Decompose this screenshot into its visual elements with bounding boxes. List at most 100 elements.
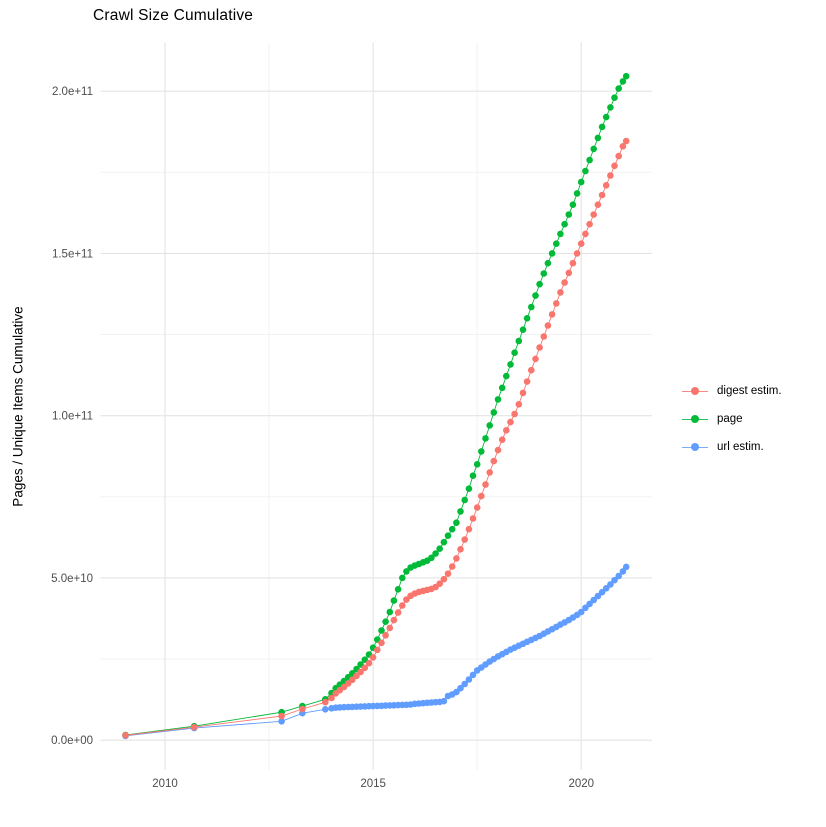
data-point (586, 156, 593, 164)
data-point (611, 162, 618, 170)
data-point (615, 85, 622, 92)
data-point (482, 435, 489, 442)
data-point (548, 250, 556, 257)
data-point (469, 671, 477, 679)
data-point (602, 182, 610, 189)
data-point (469, 472, 477, 480)
data-point (457, 546, 464, 553)
data-point (436, 545, 444, 552)
legend-label-page: page (717, 413, 743, 425)
data-point (486, 422, 494, 429)
data-point (399, 574, 406, 582)
data-point (602, 113, 610, 121)
data-point (382, 632, 389, 639)
data-point (532, 292, 539, 299)
data-point (498, 436, 506, 444)
data-point (461, 496, 469, 504)
data-point (544, 259, 552, 267)
legend-dot-icon (691, 387, 699, 395)
data-point (523, 378, 531, 385)
data-point (557, 230, 564, 238)
data-point (615, 572, 622, 580)
legend-key-url-icon (682, 441, 708, 453)
data-point (299, 705, 306, 713)
data-point (399, 602, 406, 609)
data-point (453, 688, 460, 696)
data-point (507, 418, 514, 426)
data-point (478, 492, 485, 500)
data-point (322, 706, 329, 713)
data-point (378, 639, 385, 647)
gridlines-minor (100, 42, 652, 770)
data-point (565, 269, 573, 277)
data-point (557, 289, 564, 296)
data-point (602, 585, 610, 592)
data-point (553, 240, 560, 247)
data-point (386, 624, 394, 632)
data-point (590, 211, 597, 218)
data-point (278, 718, 285, 725)
data-point (607, 581, 614, 588)
data-point (122, 732, 129, 739)
data-point (498, 384, 506, 392)
data-point (528, 366, 535, 374)
data-point (374, 646, 381, 654)
data-point (436, 580, 444, 587)
data-point (590, 145, 597, 153)
data-point (511, 349, 518, 357)
data-point (353, 672, 360, 680)
data-point (577, 240, 585, 247)
y-tick-label: 2.0e+11 (52, 86, 93, 98)
data-point (577, 608, 585, 616)
legend: digest estim. page url estim. (682, 377, 782, 461)
data-point (611, 94, 618, 101)
data-point (322, 698, 329, 706)
data-point (615, 152, 622, 160)
data-point (544, 322, 552, 329)
data-point (357, 668, 364, 676)
data-point (453, 555, 460, 562)
data-point (349, 676, 356, 684)
data-point (473, 504, 481, 511)
data-point (561, 220, 568, 228)
x-axis-tick-labels: 2010 2015 2020 (152, 778, 594, 790)
data-point (278, 712, 285, 720)
data-point (519, 326, 527, 334)
data-point (573, 190, 581, 197)
data-point (503, 372, 510, 380)
data-point (448, 525, 456, 533)
data-point (607, 172, 614, 179)
data-point (511, 410, 518, 418)
data-point (365, 659, 373, 667)
data-point (507, 361, 514, 368)
data-point (369, 654, 377, 661)
series-line (125, 75, 627, 736)
series-digest-estim (122, 137, 630, 739)
data-point (619, 78, 627, 85)
data-point (569, 201, 577, 208)
legend-label-url-estim: url estim. (717, 441, 764, 453)
data-point (622, 137, 630, 145)
legend-label-digest-estim: digest estim. (717, 385, 782, 397)
data-point (453, 519, 460, 526)
data-point (390, 597, 398, 604)
data-point (598, 123, 606, 131)
data-point (482, 481, 489, 488)
data-point (457, 508, 464, 515)
data-point (444, 570, 452, 577)
data-point (465, 485, 473, 493)
data-point (586, 600, 593, 608)
y-tick-label: 1.5e+11 (52, 248, 93, 260)
y-axis-tick-labels: 0.0e+00 5.0e+10 1.0e+11 1.5e+11 2.0e+11 (51, 86, 93, 747)
data-point (444, 532, 452, 539)
series-page (122, 72, 630, 739)
data-point (607, 104, 614, 111)
data-point (378, 627, 385, 634)
data-point (528, 303, 535, 311)
data-point (523, 315, 531, 322)
data-point (548, 311, 556, 318)
legend-key-digest-icon (682, 385, 708, 397)
data-point (486, 469, 494, 476)
